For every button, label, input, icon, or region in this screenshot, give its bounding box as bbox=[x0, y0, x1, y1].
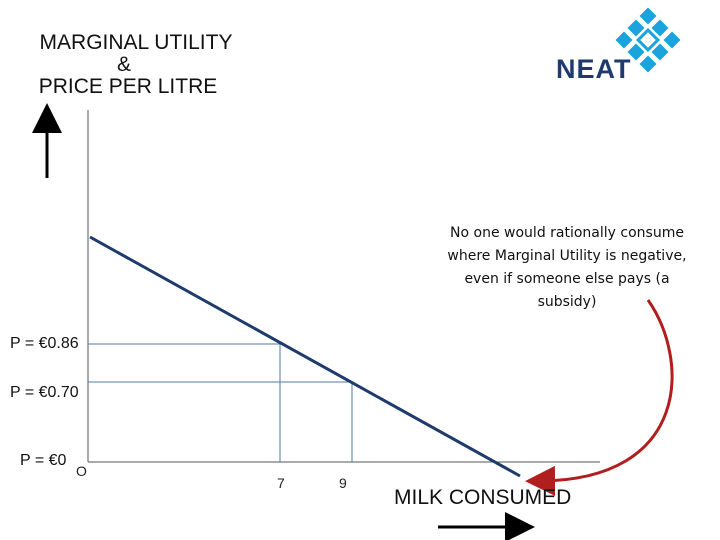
x-tick-7: 7 bbox=[277, 475, 285, 491]
neat-logo-icon bbox=[615, 7, 681, 73]
y-axis-title-line3: PRICE PER LITRE bbox=[38, 75, 218, 98]
marginal-utility-line bbox=[89, 235, 521, 478]
origin-label: O bbox=[76, 463, 87, 479]
price-label-086: P = €0.86 bbox=[10, 335, 79, 352]
y-axis-title-line1: MARGINAL UTILITY bbox=[39, 31, 233, 54]
x-axis-title: MILK CONSUMED bbox=[394, 486, 572, 509]
curved-red-arrow-icon bbox=[525, 299, 674, 496]
y-axis-title: MARGINAL UTILITY & PRICE PER LITRE bbox=[22, 32, 250, 98]
neat-logo-text: NEAT bbox=[556, 54, 632, 84]
price-label-070: P = €0.70 bbox=[10, 384, 79, 401]
price-label-0: P = €0 bbox=[20, 452, 67, 469]
x-tick-9: 9 bbox=[339, 475, 347, 491]
y-axis-title-line2: & bbox=[116, 53, 131, 76]
negative-utility-note: No one would rationally consume where Ma… bbox=[447, 225, 687, 310]
